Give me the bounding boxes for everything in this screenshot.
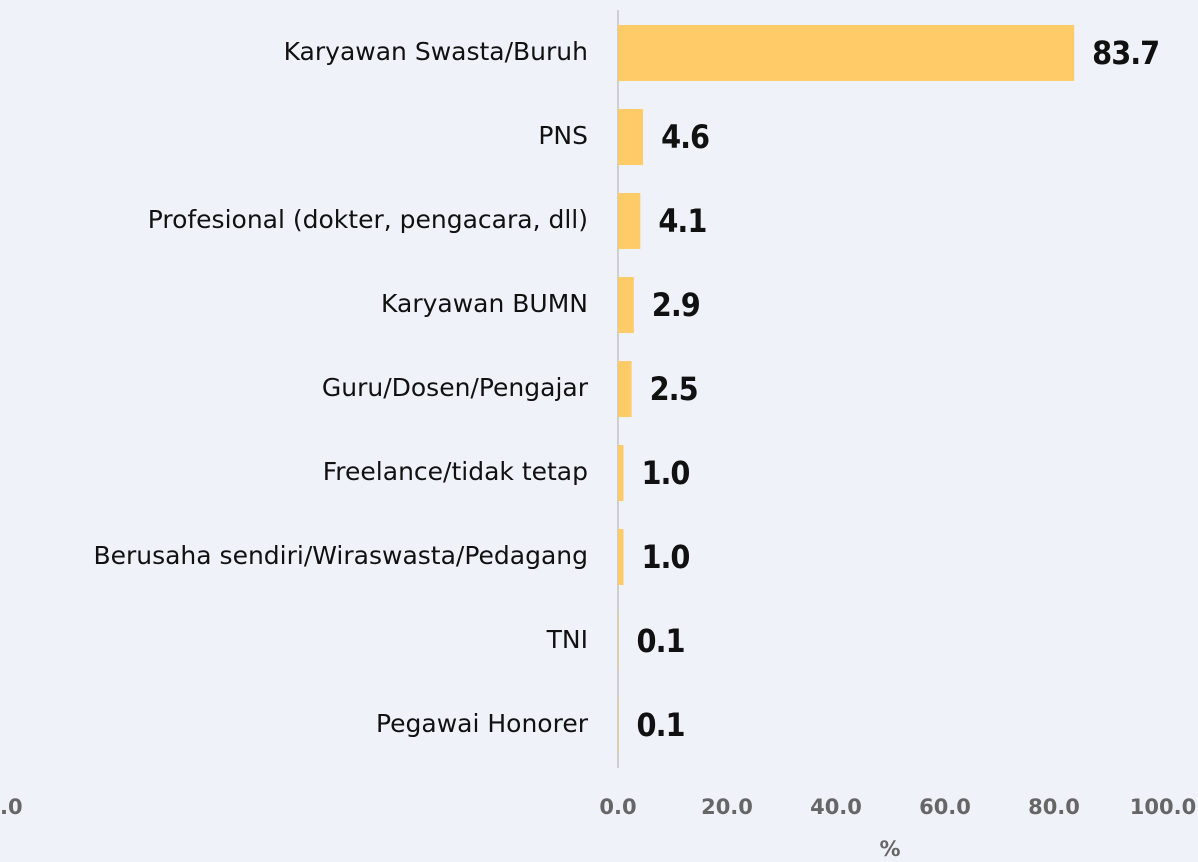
bar: [618, 193, 641, 249]
value-label: 1.0: [641, 454, 689, 492]
bar: [618, 25, 1075, 81]
bar: [618, 529, 624, 585]
value-label: 1.0: [641, 538, 689, 576]
category-label: PNS: [538, 121, 588, 150]
x-axis-label: %: [879, 837, 900, 861]
bar: [618, 109, 644, 165]
category-label: Berusaha sendiri/Wiraswasta/Pedagang: [93, 541, 588, 570]
value-label: 2.5: [650, 370, 698, 408]
category-label: Karyawan Swasta/Buruh: [284, 37, 588, 66]
value-label: 4.6: [661, 118, 709, 156]
bar: [618, 277, 634, 333]
x-tick-label: 0.0: [599, 795, 636, 819]
bar: [618, 445, 624, 501]
value-label: 0.1: [637, 706, 685, 744]
value-label: 4.1: [658, 202, 706, 240]
value-label: 0.1: [637, 622, 685, 660]
value-label: 83.7: [1092, 34, 1159, 72]
bar: [618, 361, 632, 417]
category-label: Guru/Dosen/Pengajar: [322, 373, 589, 402]
category-label: TNI: [546, 625, 588, 654]
value-label: 2.9: [652, 286, 700, 324]
category-label: Profesional (dokter, pengacara, dll): [148, 205, 588, 234]
x-tick-label: 80.0: [1028, 795, 1080, 819]
x-tick-label: 100.0: [1130, 795, 1196, 819]
bar: [618, 697, 619, 753]
x-tick-label: 60.0: [919, 795, 971, 819]
category-label: Karyawan BUMN: [381, 289, 588, 318]
category-label: Pegawai Honorer: [376, 709, 589, 738]
x-tick-label: 40.0: [810, 795, 862, 819]
bar: [618, 613, 619, 669]
x-tick-label: 20.0: [701, 795, 753, 819]
annotation: 0.0: [0, 795, 23, 819]
category-label: Freelance/tidak tetap: [323, 457, 588, 486]
